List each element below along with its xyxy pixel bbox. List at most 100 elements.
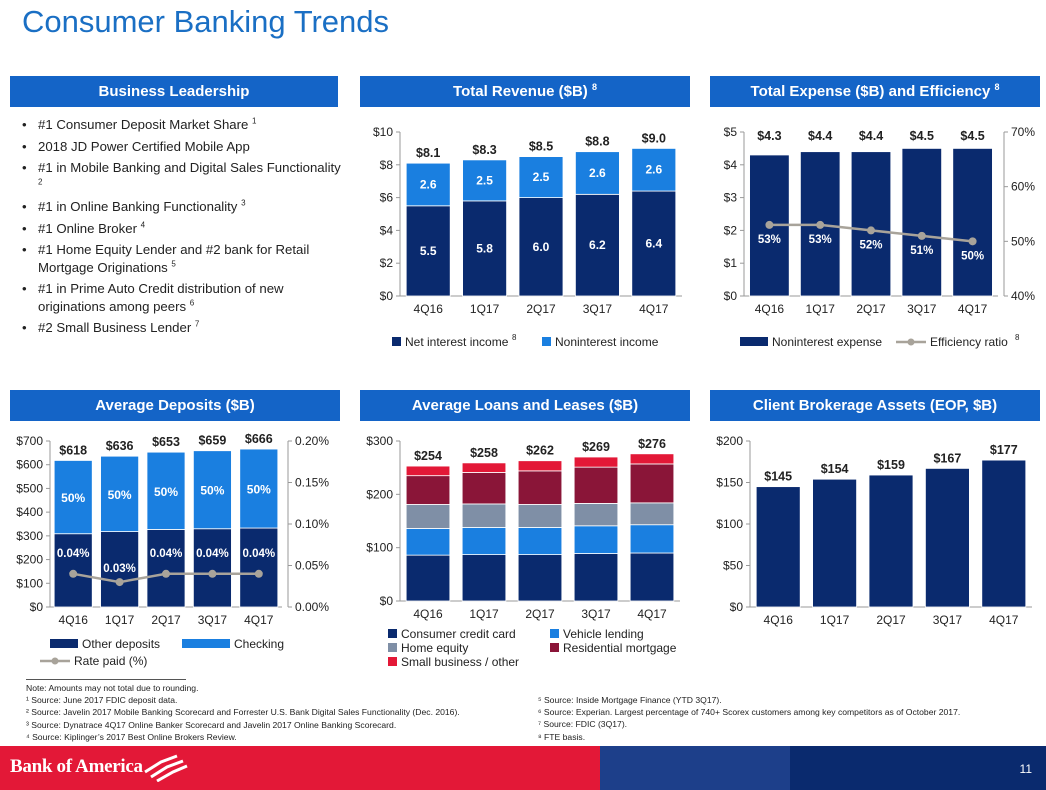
x-tick-label: 2Q17	[526, 302, 556, 316]
x-tick-label: 4Q16	[413, 607, 443, 621]
total-revenue-chart: $0 $2 $4 $6 $8 $10 5.5 2.6 $8.1 4Q16 5.8 2.5 $8.3 1Q1…	[373, 125, 682, 349]
line-point	[765, 220, 774, 229]
legend-label: Home equity	[401, 641, 468, 655]
x-tick-label: 2Q17	[856, 302, 886, 316]
bar-segment	[629, 502, 675, 526]
bar-value-label: 2.6	[589, 166, 606, 180]
average-deposits-panel: Average Deposits ($B) $0 $100 $200 $300 $400…	[10, 390, 340, 674]
leadership-item-text: 2018 JD Power Certified Mobile App	[38, 138, 250, 154]
bar-segment	[462, 159, 507, 202]
bar-total-label: $666	[245, 432, 273, 446]
bar-segment	[629, 463, 675, 504]
bar-segment	[518, 156, 564, 198]
legend-label: Consumer credit card	[401, 627, 516, 641]
bar-segment	[405, 528, 451, 556]
y-tick-label: $10	[373, 125, 393, 139]
footnote-marker: 6	[189, 298, 195, 308]
legend-label: Vehicle lending	[563, 627, 644, 641]
bar-segment	[517, 504, 563, 528]
footnote-line: ² Source: Javelin 2017 Mobile Banking Sc…	[26, 707, 460, 718]
bar-segment	[517, 470, 563, 505]
x-tick-label: 1Q17	[470, 302, 500, 316]
page-title: Consumer Banking Trends	[22, 4, 390, 39]
bar-segment	[405, 465, 451, 477]
y-tick-label: $300	[16, 529, 43, 543]
x-tick-label: 3Q17	[933, 613, 963, 627]
x-tick-label: 2Q17	[525, 607, 555, 621]
footer-bar: Bank of America 11	[0, 746, 1046, 790]
bar-value-label: 6.4	[645, 237, 662, 251]
y-tick-label: $0	[724, 289, 738, 303]
leadership-item: #1 Online Broker 4	[20, 220, 342, 238]
brokerage-assets-panel: Client Brokerage Assets (EOP, $B) $0 $50 $…	[710, 390, 1040, 674]
y-tick-label: $0	[730, 600, 744, 614]
bar-segment	[405, 554, 451, 602]
average-deposits-header: Average Deposits ($B)	[10, 390, 340, 421]
footnote-marker: 3	[241, 198, 246, 208]
bar-segment	[629, 453, 675, 465]
legend-label: Net interest income	[405, 335, 509, 349]
legend-footnote-marker: 8	[1015, 333, 1020, 342]
average-deposits-chart: $0 $100 $200 $300 $400 $500 $600 $700 0.00% 0.05%…	[16, 432, 329, 668]
x-tick-label: 4Q17	[637, 607, 667, 621]
x-tick-label: 3Q17	[583, 302, 613, 316]
x-tick-label: 4Q16	[414, 302, 444, 316]
x-tick-label: 1Q17	[806, 302, 836, 316]
leadership-item-text: #1 in Online Banking Functionality	[38, 199, 242, 214]
footer-blue-band	[600, 746, 790, 790]
total-revenue-panel: Total Revenue ($B) 8 $0 $2 $4 $6 $8 $10 5.5 2.6…	[360, 76, 690, 358]
bar-segment	[629, 552, 675, 602]
bar-segment	[573, 466, 619, 504]
brokerage-assets-header: Client Brokerage Assets (EOP, $B)	[710, 390, 1040, 421]
legend-label: Other deposits	[82, 637, 160, 651]
bar-total-label: $618	[59, 443, 87, 457]
y-tick-label: $3	[724, 191, 738, 205]
bar-value-label: 2.5	[533, 170, 550, 184]
line-value-label: 53%	[809, 234, 832, 246]
bar-segment	[461, 526, 507, 555]
brand-logo-text: Bank of America	[10, 756, 143, 777]
bar-segment	[146, 451, 186, 530]
x-tick-label: 3Q17	[198, 613, 228, 627]
legend-line-marker	[907, 338, 915, 346]
x-tick-label: 4Q17	[958, 302, 988, 316]
bar-segment	[239, 527, 279, 608]
line-value-label: 52%	[859, 239, 882, 251]
line-value-label: 0.04%	[57, 548, 90, 560]
leadership-item: #2 Small Business Lender 7	[20, 319, 342, 337]
footnote-marker: 2	[38, 177, 43, 187]
y-tick-label: $4	[380, 223, 394, 237]
bar-segment	[461, 554, 507, 602]
footnote-line: ⁶ Source: Experian. Largest percentage o…	[538, 707, 961, 718]
y-tick-label: $1	[724, 256, 738, 270]
line-point	[968, 237, 977, 246]
x-tick-label: 4Q16	[755, 302, 785, 316]
bar-total-label: $8.8	[585, 135, 609, 149]
bar-segment	[461, 462, 507, 473]
x-tick-label: 1Q17	[820, 613, 850, 627]
legend-label: Residential mortgage	[563, 641, 677, 655]
bar-total-label: $159	[877, 458, 905, 472]
bar-segment	[405, 162, 451, 207]
bar-segment	[629, 524, 675, 554]
business-leadership-header: Business Leadership	[10, 76, 338, 107]
bar-segment	[405, 504, 451, 529]
page-number: 11	[1019, 762, 1032, 776]
bar-value-label: 50%	[200, 484, 224, 498]
legend-label: Rate paid (%)	[74, 654, 147, 668]
line-value-label: 51%	[910, 245, 933, 257]
y2-tick-label: 0.00%	[295, 600, 329, 614]
bar-value-label: 50%	[108, 488, 132, 502]
bar-value-label: 2.5	[476, 173, 493, 187]
bar-segment	[146, 529, 186, 608]
bar-segment	[573, 553, 619, 602]
legend-swatch	[542, 337, 551, 346]
total-expense-panel: Total Expense ($B) and Efficiency 8 $0 $1…	[710, 76, 1040, 358]
bar-segment	[573, 525, 619, 554]
legend-line-marker	[51, 657, 59, 665]
bar-value-label: 50%	[154, 485, 178, 499]
line-value-label: 0.04%	[196, 548, 229, 560]
legend-swatch	[550, 629, 559, 638]
legend-label: Noninterest income	[555, 335, 659, 349]
bar-segment	[812, 478, 857, 608]
